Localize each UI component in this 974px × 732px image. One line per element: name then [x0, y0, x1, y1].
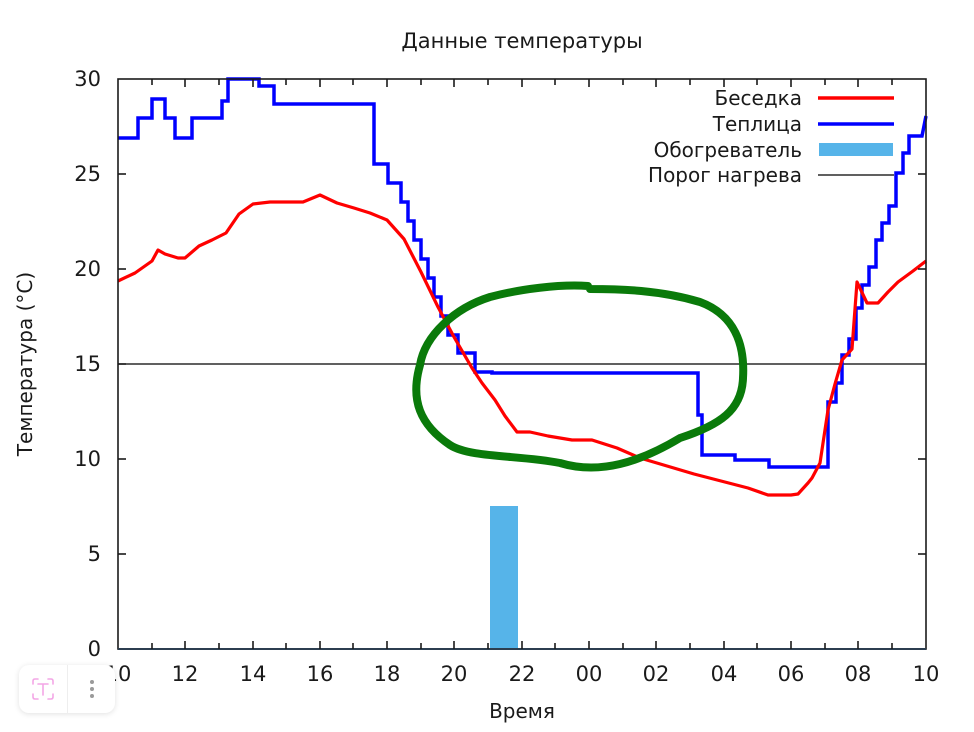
heater-bar — [490, 506, 518, 649]
x-tick: 12 — [172, 662, 199, 686]
floating-toolbar — [19, 665, 115, 713]
y-tick-10: 10 — [74, 447, 101, 471]
y-tick-5: 5 — [88, 542, 101, 566]
y-tick-20: 20 — [74, 257, 101, 281]
x-tick: 08 — [845, 662, 872, 686]
text-select-icon — [32, 678, 54, 700]
x-tick: 20 — [441, 662, 468, 686]
legend-label-gazebo: Беседка — [715, 86, 803, 110]
legend: Беседка Теплица Обогреватель Порог нагре… — [648, 86, 894, 187]
y-tick-25: 25 — [74, 162, 101, 186]
y-tick-30: 30 — [74, 67, 101, 91]
gazebo-series — [117, 193, 927, 497]
x-tick: 06 — [778, 662, 805, 686]
x-tick-labels: 10 12 14 16 18 20 22 00 02 04 06 08 10 — [105, 662, 940, 686]
y-tick-0: 0 — [88, 637, 101, 661]
x-tick: 22 — [509, 662, 536, 686]
x-tick: 02 — [643, 662, 670, 686]
more-vertical-icon — [89, 677, 94, 701]
x-tick: 10 — [913, 662, 940, 686]
annotation-ellipse — [412, 281, 748, 472]
legend-swatch-heater — [819, 143, 893, 156]
chart-title: Данные температуры — [401, 29, 642, 53]
axis-ticks — [118, 79, 926, 649]
text-select-button[interactable] — [19, 665, 68, 713]
y-tick-15: 15 — [74, 352, 101, 376]
x-axis-label: Время — [489, 699, 555, 723]
x-tick: 16 — [307, 662, 334, 686]
x-tick: 14 — [240, 662, 267, 686]
y-axis-label: Температура (°C) — [13, 272, 37, 457]
x-tick: 04 — [711, 662, 738, 686]
y-tick-labels: 0 5 10 15 20 25 30 — [74, 67, 101, 661]
x-tick: 00 — [576, 662, 603, 686]
greenhouse-series — [118, 77, 928, 469]
more-options-button[interactable] — [68, 665, 115, 713]
legend-label-heater: Обогреватель — [654, 138, 802, 162]
legend-label-greenhouse: Теплица — [712, 112, 802, 136]
legend-label-threshold: Порог нагрева — [648, 163, 802, 187]
x-tick: 18 — [374, 662, 401, 686]
